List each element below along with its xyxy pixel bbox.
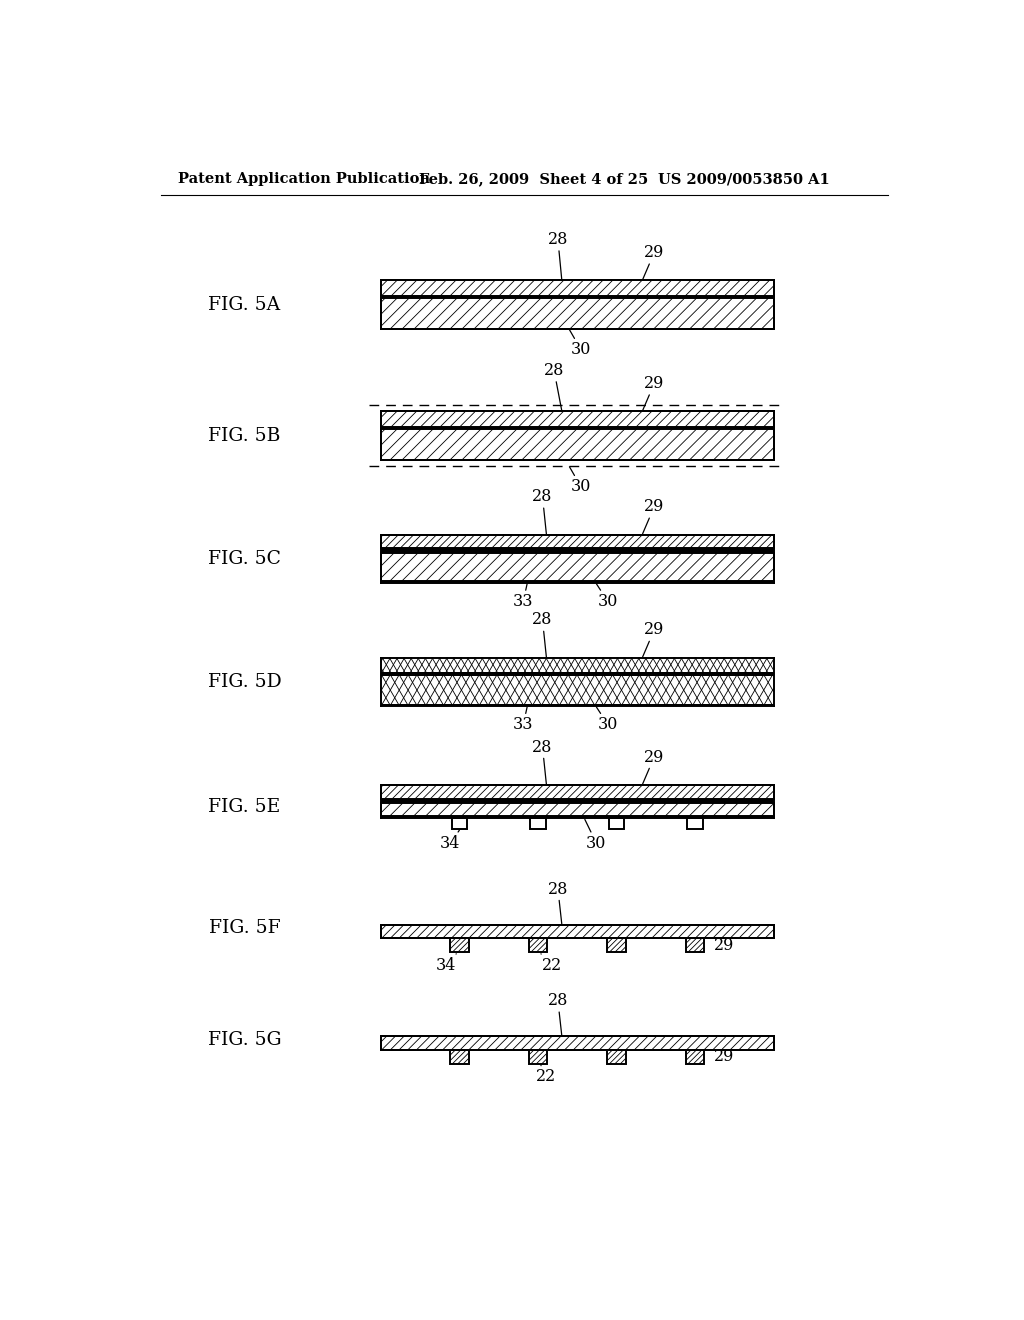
Bar [381,429,773,459]
Bar [381,296,773,298]
Bar [381,924,773,939]
Text: 29: 29 [643,498,665,533]
Text: 29: 29 [643,244,665,280]
Text: FIG. 5G: FIG. 5G [208,1031,282,1049]
Text: Feb. 26, 2009  Sheet 4 of 25: Feb. 26, 2009 Sheet 4 of 25 [419,172,648,186]
Bar [381,581,773,583]
Text: 30: 30 [596,708,618,733]
Text: 30: 30 [569,467,591,495]
Bar [528,939,547,952]
Text: 29: 29 [643,622,665,657]
Bar [381,657,773,672]
Bar [607,939,626,952]
Bar [530,818,546,829]
Bar [608,818,625,829]
Text: 28: 28 [544,362,564,411]
Text: 34: 34 [435,954,457,974]
Text: 33: 33 [513,708,534,733]
Text: US 2009/0053850 A1: US 2009/0053850 A1 [658,172,829,186]
Bar [686,1051,705,1064]
Text: 30: 30 [596,583,618,610]
Text: FIG. 5F: FIG. 5F [209,920,281,937]
Text: 33: 33 [513,583,534,610]
Bar [381,676,773,704]
Text: 22: 22 [536,1065,556,1085]
Text: FIG. 5C: FIG. 5C [208,550,281,568]
Bar [451,939,469,952]
Bar [452,818,467,829]
Text: 29: 29 [643,375,665,411]
Text: FIG. 5D: FIG. 5D [208,673,282,690]
Bar [381,799,773,801]
Text: 28: 28 [548,993,568,1035]
Bar [381,535,773,548]
Text: 28: 28 [548,231,568,280]
Bar [381,816,773,818]
Bar [381,672,773,675]
Text: 28: 28 [548,880,568,924]
Bar [686,939,705,952]
Bar [381,801,773,804]
Text: FIG. 5E: FIG. 5E [209,797,281,816]
Text: FIG. 5B: FIG. 5B [208,426,281,445]
Text: FIG. 5A: FIG. 5A [209,296,281,314]
Bar [687,818,702,829]
Bar [381,1036,773,1051]
Text: 28: 28 [532,488,553,533]
Text: 34: 34 [440,830,461,851]
Bar [381,675,773,676]
Text: Patent Application Publication: Patent Application Publication [178,172,430,186]
Bar [381,426,773,429]
Text: 29: 29 [714,937,734,954]
Bar [381,553,773,581]
Bar [381,804,773,816]
Bar [381,280,773,296]
Bar [528,1051,547,1064]
Text: 30: 30 [585,820,606,851]
Bar [451,1051,469,1064]
Text: 28: 28 [532,611,553,657]
Bar [381,704,773,706]
Bar [607,1051,626,1064]
Bar [381,298,773,329]
Bar [381,785,773,799]
Text: 28: 28 [532,738,553,784]
Text: 29: 29 [714,1048,734,1065]
Bar [381,548,773,550]
Bar [381,412,773,426]
Text: 30: 30 [569,330,591,358]
Text: 22: 22 [541,954,562,974]
Text: 29: 29 [643,748,665,784]
Bar [381,550,773,553]
